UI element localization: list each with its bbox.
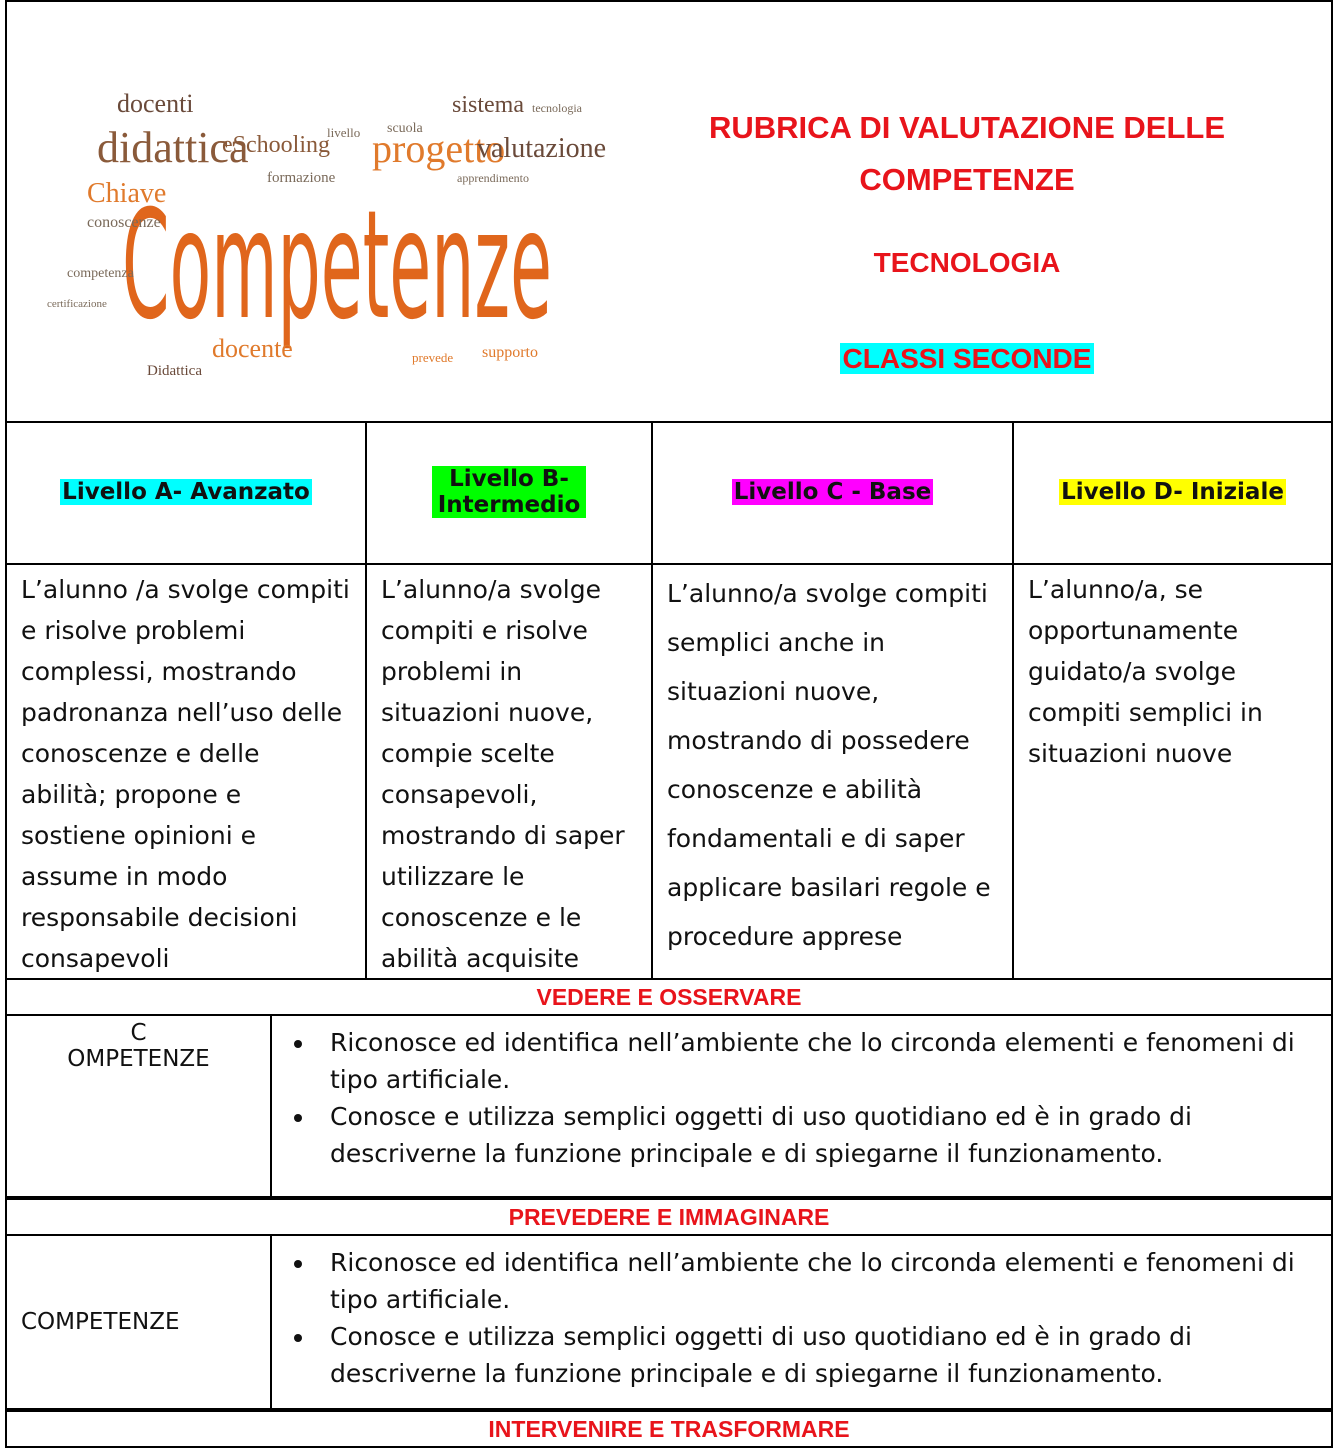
level-description: L’alunno /a svolge compiti e risolve pro… — [5, 563, 367, 980]
level-header: Livello A- Avanzato — [5, 421, 367, 565]
section-title: INTERVENIRE E TRASFORMARE — [5, 1410, 1333, 1448]
level-description: L’alunno/a svolge compiti e risolve prob… — [365, 563, 653, 980]
word-cloud: Competenze didattica docenti eSchooling … — [47, 89, 606, 379]
level-description: L’alunno/a, se opportunamente guidato/a … — [1012, 563, 1333, 980]
subject: TECNOLOGIA — [873, 247, 1061, 278]
cloud-word: sistema — [452, 92, 524, 118]
level-label: Livello C - Base — [731, 479, 934, 505]
section-label: C OMPETENZE — [5, 1014, 272, 1198]
competence-list: Riconosce ed identifica nell’ambiente ch… — [272, 1016, 1331, 1172]
cloud-word: apprendimento — [457, 171, 529, 185]
competence-list: Riconosce ed identifica nell’ambiente ch… — [272, 1236, 1331, 1392]
cloud-word: progetto — [372, 126, 505, 171]
title: RUBRICA DI VALUTAZIONE DELLE COMPETENZE — [708, 110, 1226, 197]
cloud-word: Chiave — [87, 178, 166, 209]
cloud-word: conoscenze — [87, 214, 161, 231]
level-label: Livello D- Iniziale — [1059, 479, 1286, 505]
cloud-word: docente — [212, 334, 293, 363]
section-content: Riconosce ed identifica nell’ambiente ch… — [270, 1014, 1333, 1198]
cloud-word: Competenze — [122, 179, 552, 353]
section-title: PREVEDERE E IMMAGINARE — [5, 1198, 1333, 1236]
section-label-text: COMPETENZE — [21, 1309, 180, 1335]
cloud-word: prevede — [412, 350, 453, 365]
cloud-word: livello — [327, 125, 360, 140]
cloud-word: Didattica — [147, 363, 202, 379]
cloud-word: certificazione — [47, 298, 107, 310]
cloud-word: valutazione — [477, 133, 606, 164]
cloud-word: tecnologia — [532, 101, 583, 115]
section-title-text: INTERVENIRE E TRASFORMARE — [488, 1415, 850, 1442]
cloud-word: eSchooling — [222, 132, 330, 158]
level-label: Livello B- Intermedio — [432, 466, 586, 518]
cloud-word: didattica — [97, 123, 249, 172]
cloud-word: supporto — [482, 344, 538, 361]
cloud-word: scuola — [387, 121, 424, 136]
section-title-text: PREVEDERE E IMMAGINARE — [508, 1203, 830, 1230]
section-label-text: C OMPETENZE — [67, 1020, 210, 1072]
level-description: L’alunno/a svolge compiti semplici anche… — [651, 563, 1014, 980]
header: Competenze didattica docenti eSchooling … — [5, 0, 1333, 423]
competence-item: Conosce e utilizza semplici oggetti di u… — [316, 1098, 1317, 1172]
competence-item: Conosce e utilizza semplici oggetti di u… — [316, 1318, 1317, 1392]
level-header: Livello B- Intermedio — [365, 421, 653, 565]
cloud-word: formazione — [267, 170, 336, 186]
section-content: Riconosce ed identifica nell’ambiente ch… — [270, 1234, 1333, 1410]
competence-item: Riconosce ed identifica nell’ambiente ch… — [316, 1244, 1317, 1318]
level-label: Livello A- Avanzato — [60, 479, 312, 505]
level-header: Livello C - Base — [651, 421, 1014, 565]
classes: CLASSI SECONDE — [839, 343, 1095, 374]
section-title-text: VEDERE E OSSERVARE — [536, 983, 802, 1010]
competence-item: Riconosce ed identifica nell’ambiente ch… — [316, 1024, 1317, 1098]
section-label: COMPETENZE — [5, 1234, 272, 1410]
section-title: VEDERE E OSSERVARE — [5, 978, 1333, 1016]
level-header: Livello D- Iniziale — [1012, 421, 1333, 565]
cloud-word: competenza — [67, 266, 135, 281]
cloud-word: docenti — [117, 89, 194, 118]
